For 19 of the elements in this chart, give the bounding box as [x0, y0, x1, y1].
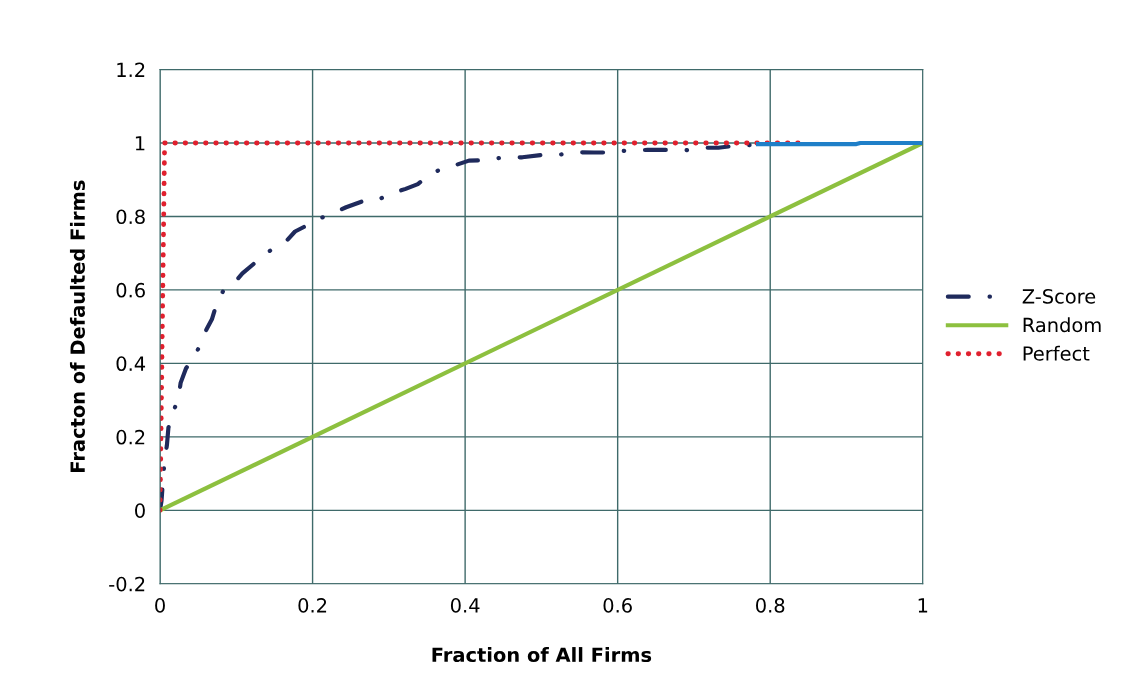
y-tick-label: 0.6 — [116, 282, 145, 298]
x-tick-label: 0.6 — [603, 598, 632, 613]
x-tick-label: 0 — [155, 598, 165, 613]
legend-label: Random — [1023, 317, 1101, 333]
x-tick-label: 0.4 — [450, 598, 480, 613]
legend-label: Z-Score — [1022, 289, 1096, 304]
x-tick-label: 1 — [918, 598, 928, 613]
x-tick-label: 0.2 — [298, 598, 327, 613]
x-tick-label: 0.8 — [756, 598, 785, 613]
y-tick-label: 0 — [135, 503, 145, 518]
x-axis-title: Fraction of All Firms — [432, 647, 652, 663]
y-tick-label: 0.2 — [116, 429, 145, 445]
y-tick-label: 0.4 — [116, 356, 146, 372]
y-axis-title: Fracton of Defaulted Firms — [69, 180, 85, 472]
legend-label: Perfect — [1023, 345, 1090, 361]
y-tick-label: 0.8 — [116, 209, 145, 225]
y-tick-label: -0.2 — [109, 576, 145, 592]
y-tick-label: 1 — [135, 136, 145, 151]
y-tick-label: 1.2 — [117, 62, 145, 77]
